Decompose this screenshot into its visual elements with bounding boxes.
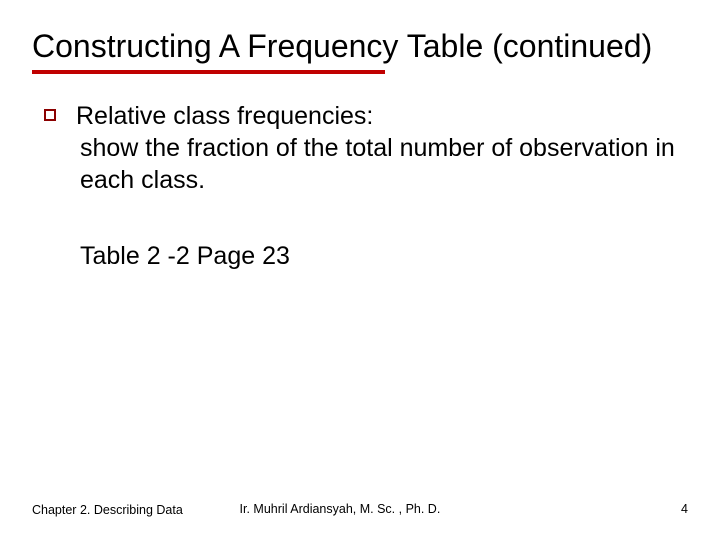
footer-chapter: Chapter 2. Describing Data [32,502,183,518]
slide-title: Constructing A Frequency Table (continue… [32,28,688,66]
square-bullet-icon [44,109,56,121]
table-reference: Table 2 -2 Page 23 [80,242,688,271]
footer-page-number: 4 [681,502,688,516]
title-underline [32,70,385,74]
bullet-body: show the fraction of the total number of… [80,132,688,196]
bullet-item: Relative class frequencies: [44,100,688,132]
bullet-heading: Relative class frequencies: [76,100,373,132]
footer-author: Ir. Muhril Ardiansyah, M. Sc. , Ph. D. [240,502,441,516]
slide-content: Relative class frequencies: show the fra… [32,94,688,271]
slide-container: Constructing A Frequency Table (continue… [0,0,720,540]
slide-footer: Chapter 2. Describing Data Ir. Muhril Ar… [0,502,720,518]
